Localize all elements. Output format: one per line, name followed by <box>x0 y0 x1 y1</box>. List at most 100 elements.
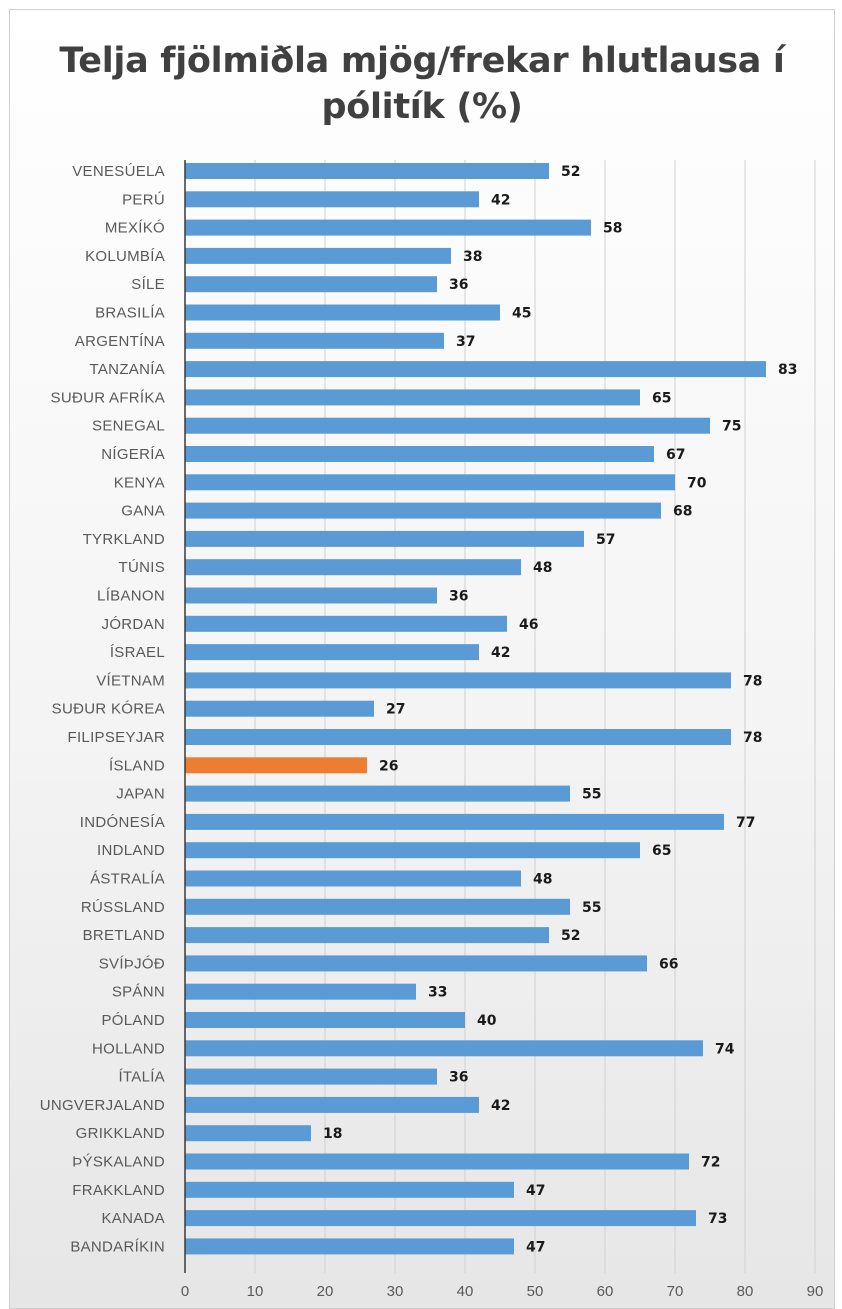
bar <box>185 672 731 689</box>
value-label: 36 <box>449 277 468 293</box>
value-label: 78 <box>743 730 762 746</box>
x-tick-label: 50 <box>527 1283 544 1300</box>
bar <box>185 276 437 293</box>
value-label: 55 <box>582 900 601 916</box>
bar <box>185 1012 465 1028</box>
value-label: 72 <box>701 1155 720 1171</box>
value-label: 66 <box>659 956 678 972</box>
bar-highlight <box>185 757 367 774</box>
category-label: SVÍÞJÓÐ <box>99 955 165 972</box>
bar <box>185 219 591 236</box>
value-label: 48 <box>533 872 552 888</box>
category-label: RÚSSLAND <box>81 899 165 916</box>
value-label: 83 <box>778 362 797 378</box>
bar <box>185 191 479 208</box>
value-label: 65 <box>652 390 671 406</box>
category-label: ÁSTRALÍA <box>90 871 165 888</box>
value-label: 42 <box>491 645 510 661</box>
value-label: 47 <box>526 1183 545 1199</box>
category-label: PERÚ <box>122 191 165 208</box>
bar <box>185 1096 479 1113</box>
value-label: 38 <box>463 249 482 265</box>
category-label: ÞÝSKALAND <box>72 1154 165 1171</box>
bar <box>185 615 507 632</box>
bar <box>185 729 731 745</box>
value-label: 77 <box>736 815 755 831</box>
bar <box>185 813 724 830</box>
value-label: 78 <box>743 673 762 689</box>
category-label: BANDARÍKIN <box>70 1238 165 1255</box>
bar <box>185 1238 514 1255</box>
bar <box>185 644 479 661</box>
bar <box>185 700 374 717</box>
bar <box>185 559 521 576</box>
category-label: SPÁNN <box>112 984 165 1001</box>
bar <box>185 389 640 406</box>
value-label: 75 <box>722 419 741 435</box>
value-label: 27 <box>386 702 405 718</box>
category-label: INDLAND <box>97 842 165 859</box>
bar <box>185 898 570 915</box>
bar <box>185 530 584 547</box>
x-tick-label: 70 <box>667 1283 684 1300</box>
x-tick-label: 30 <box>387 1283 404 1300</box>
bar <box>185 955 647 972</box>
value-label: 58 <box>603 221 622 237</box>
value-label: 57 <box>596 532 615 548</box>
value-label: 65 <box>652 843 671 859</box>
category-label: KANADA <box>102 1210 166 1227</box>
value-label: 67 <box>666 447 685 463</box>
value-label: 42 <box>491 1098 510 1114</box>
x-tick-label: 0 <box>181 1283 189 1300</box>
value-label: 48 <box>533 560 552 576</box>
value-label: 33 <box>428 985 447 1001</box>
value-label: 36 <box>449 1070 468 1086</box>
bar <box>185 1153 689 1170</box>
value-label: 26 <box>379 758 398 774</box>
bar <box>185 587 437 604</box>
category-label: TANZANÍA <box>90 361 165 378</box>
x-axis-ticks: 0 10 20 30 40 50 60 70 80 90 <box>181 1283 824 1300</box>
x-tick-label: 20 <box>317 1283 334 1300</box>
x-tick-label: 80 <box>737 1283 754 1300</box>
x-tick-label: 90 <box>807 1283 824 1300</box>
bars <box>185 163 766 1255</box>
category-label: VÍETNAM <box>96 672 165 689</box>
category-label: SUÐUR KÓREA <box>52 701 165 718</box>
category-label: PÓLAND <box>102 1012 166 1029</box>
category-label: SUÐUR AFRÍKA <box>51 389 165 406</box>
category-label: FILIPSEYJAR <box>68 729 166 746</box>
category-label: ÍTALÍA <box>118 1069 165 1086</box>
bar <box>185 332 444 349</box>
category-label: ÍSLAND <box>109 757 165 774</box>
chart-title: Telja fjölmiðla mjög/frekar hlutlausa í … <box>9 38 835 130</box>
category-label: VENESÚELA <box>72 163 165 180</box>
value-label: 52 <box>561 164 580 180</box>
bar <box>185 1210 696 1227</box>
x-tick-label: 40 <box>457 1283 474 1300</box>
value-label: 42 <box>491 192 510 208</box>
category-label: GANA <box>121 503 165 520</box>
category-label: INDÓNESÍA <box>80 814 165 831</box>
category-labels: VENESÚELA PERÚ MEXÍKÓ KOLUMBÍA SÍLE BRASILÍA A… <box>40 163 165 1255</box>
category-label: BRASILÍA <box>95 305 165 322</box>
category-label: SÍLE <box>131 276 165 293</box>
category-label: JAPAN <box>116 786 165 803</box>
value-label: 52 <box>561 928 580 944</box>
category-label: BRETLAND <box>83 927 165 944</box>
category-label: UNGVERJALAND <box>40 1097 165 1114</box>
bar <box>185 1040 703 1057</box>
bar <box>185 446 654 462</box>
category-label: NÍGERÍA <box>101 446 165 463</box>
category-label: KENYA <box>114 474 165 491</box>
category-label: SENEGAL <box>92 418 165 435</box>
category-label: KOLUMBÍA <box>85 248 165 265</box>
x-tick-label: 60 <box>597 1283 614 1300</box>
category-label: ÍSRAEL <box>110 644 165 661</box>
value-label: 45 <box>512 306 531 322</box>
category-label: JÓRDAN <box>102 616 165 633</box>
category-label: GRIKKLAND <box>76 1125 165 1142</box>
category-label: HOLLAND <box>92 1040 165 1057</box>
